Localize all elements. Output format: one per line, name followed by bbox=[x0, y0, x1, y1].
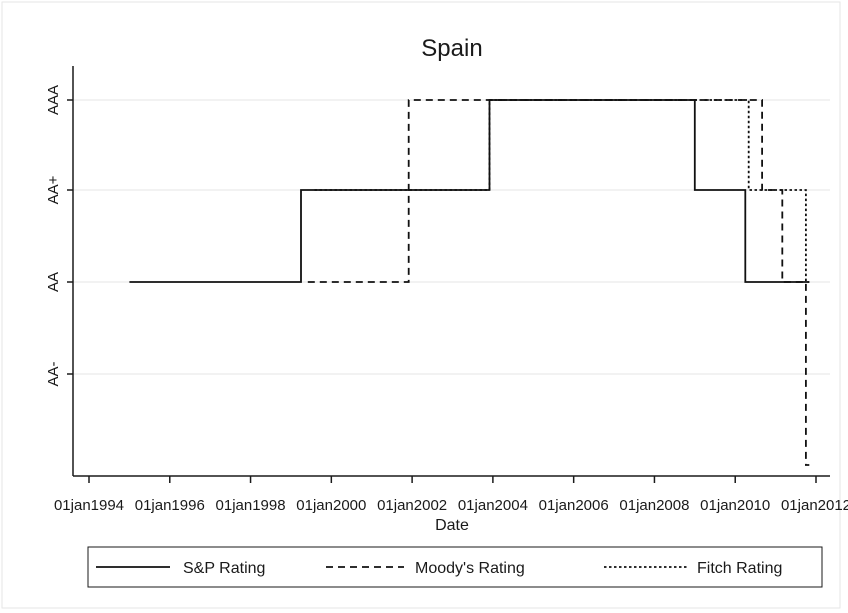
series-line bbox=[129, 99, 810, 283]
x-tick-label: 01jan1998 bbox=[216, 497, 286, 514]
chart-title: Spain bbox=[421, 35, 482, 62]
x-tick-label: 01jan2002 bbox=[377, 497, 447, 514]
axes-layer: AA- AA AA+ AAA 01jan1994 01jan1996 01jan1998 01… bbox=[45, 66, 848, 514]
x-tick-label: 01jan1994 bbox=[54, 497, 124, 514]
y-tick-label: AA bbox=[45, 272, 62, 292]
y-tick-label: AAA bbox=[45, 85, 62, 115]
legend-box bbox=[87, 546, 823, 588]
x-tick-label: 01jan2004 bbox=[458, 497, 528, 514]
series-line bbox=[314, 99, 810, 283]
x-tick-label: 01jan2000 bbox=[296, 497, 366, 514]
legend-label: S&P Rating bbox=[183, 560, 265, 577]
x-axis-label: Date bbox=[435, 517, 469, 534]
x-tick-label: 01jan2012 bbox=[781, 497, 848, 514]
legend-label: Moody's Rating bbox=[415, 560, 525, 577]
x-tick-label: 01jan2008 bbox=[619, 497, 689, 514]
series-layer bbox=[129, 99, 810, 466]
legend-label: Fitch Rating bbox=[697, 560, 782, 577]
y-tick-label: AA- bbox=[45, 361, 62, 386]
x-tick-label: 01jan1996 bbox=[135, 497, 205, 514]
x-tick-label: 01jan2006 bbox=[539, 497, 609, 514]
y-tick-label: AA+ bbox=[45, 175, 62, 204]
x-tick-label: 01jan2010 bbox=[700, 497, 770, 514]
series-line bbox=[307, 99, 810, 466]
legend: S&P Rating Moody's Rating Fitch Rating bbox=[87, 546, 823, 588]
